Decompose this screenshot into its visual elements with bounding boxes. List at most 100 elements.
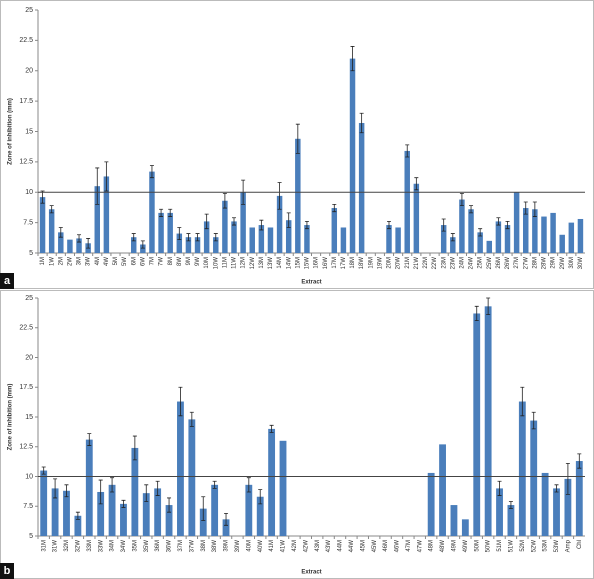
bar bbox=[541, 472, 549, 536]
bar bbox=[94, 186, 100, 253]
x-tick-label: 43M bbox=[315, 540, 321, 552]
error-bar bbox=[49, 205, 54, 214]
x-tick-label: 15W bbox=[305, 257, 311, 270]
x-tick-label: 51M bbox=[497, 540, 503, 552]
y-tick-label: 10 bbox=[25, 189, 33, 196]
x-tick-label: 49M bbox=[452, 540, 458, 552]
bar bbox=[279, 440, 287, 536]
y-tick-label: 22.5 bbox=[19, 325, 33, 332]
error-bar bbox=[41, 466, 46, 475]
panel-label-box bbox=[0, 563, 14, 579]
x-tick-label: 30M bbox=[569, 257, 575, 269]
x-tick-label: 23M bbox=[441, 257, 447, 269]
x-tick-label: 18M bbox=[350, 257, 356, 269]
x-tick-label: 35M bbox=[132, 540, 138, 552]
error-bar bbox=[64, 484, 69, 498]
y-tick-label: 22.5 bbox=[19, 37, 33, 44]
panel-label: b bbox=[4, 565, 11, 577]
y-tick-label: 15 bbox=[25, 414, 33, 421]
y-axis-title: Zone of inhibition (mm) bbox=[8, 384, 14, 451]
y-tick-label: 25 bbox=[25, 7, 33, 14]
error-bar bbox=[450, 233, 455, 242]
bar bbox=[468, 209, 474, 253]
error-bar bbox=[531, 411, 536, 430]
error-bar bbox=[474, 305, 479, 322]
error-bar bbox=[86, 238, 91, 249]
x-tick-label: 29W bbox=[560, 257, 566, 270]
x-tick-label: 36M bbox=[155, 540, 161, 552]
x-tick-label: 21M bbox=[405, 257, 411, 269]
bar bbox=[176, 233, 183, 253]
error-bar bbox=[53, 478, 58, 499]
x-tick-label: 10M bbox=[204, 257, 210, 269]
y-tick-label: 20 bbox=[25, 68, 33, 75]
bar bbox=[395, 227, 401, 253]
bar bbox=[167, 212, 173, 253]
x-tick-label: 22W bbox=[432, 257, 438, 270]
error-bar bbox=[332, 204, 337, 213]
bar bbox=[231, 221, 237, 253]
error-bar bbox=[350, 46, 355, 72]
bar bbox=[140, 244, 146, 253]
error-bar bbox=[486, 297, 491, 316]
bar bbox=[267, 227, 274, 253]
bar bbox=[39, 197, 46, 253]
bar bbox=[154, 488, 162, 536]
bar bbox=[459, 199, 465, 253]
error-bar bbox=[523, 201, 528, 215]
x-tick-label: 42M bbox=[292, 540, 298, 552]
error-bar bbox=[87, 433, 92, 446]
x-tick-label: 17W bbox=[341, 257, 347, 270]
error-bar bbox=[459, 193, 464, 207]
x-tick-label: 52M bbox=[520, 540, 526, 552]
error-bar bbox=[258, 489, 263, 505]
x-tick-label: 37W bbox=[189, 540, 195, 553]
error-bar bbox=[497, 480, 502, 496]
bar bbox=[203, 221, 210, 253]
x-tick-label: 24M bbox=[460, 257, 466, 269]
error-bar bbox=[520, 386, 525, 417]
bar bbox=[340, 227, 347, 253]
bar bbox=[532, 209, 538, 253]
x-tick-label: 45W bbox=[372, 540, 378, 553]
x-tick-label: 39M bbox=[224, 540, 230, 552]
x-tick-label: 15M bbox=[295, 257, 301, 269]
x-tick-label: 21W bbox=[414, 257, 420, 270]
x-tick-label: 32M bbox=[64, 540, 70, 552]
error-bar bbox=[295, 123, 300, 154]
error-bar bbox=[496, 217, 501, 226]
bar bbox=[142, 493, 150, 536]
error-bar bbox=[177, 227, 182, 241]
x-tick-label: 47W bbox=[417, 540, 423, 553]
bar bbox=[48, 209, 55, 253]
bar bbox=[523, 208, 529, 253]
x-tick-label: 37M bbox=[178, 540, 184, 552]
x-tick-label: 20W bbox=[396, 257, 402, 270]
error-bar bbox=[359, 112, 364, 134]
error-bar bbox=[149, 165, 154, 179]
x-tick-label: 39W bbox=[235, 540, 241, 553]
error-bar bbox=[144, 484, 149, 502]
x-tick-label: 1W bbox=[49, 257, 55, 266]
error-bar bbox=[131, 233, 136, 242]
x-tick-label: 6W bbox=[140, 257, 146, 266]
x-tick-label: 8W bbox=[177, 257, 183, 266]
y-tick-label: 7.5 bbox=[23, 503, 33, 510]
error-bar bbox=[104, 161, 109, 192]
error-bar bbox=[159, 208, 164, 217]
x-tick-label: 46M bbox=[383, 540, 389, 552]
bar bbox=[285, 220, 292, 253]
error-bar bbox=[565, 463, 570, 495]
x-tick-label: 12W bbox=[250, 257, 256, 270]
x-tick-label: 34M bbox=[110, 540, 116, 552]
x-tick-label: 7W bbox=[159, 257, 165, 266]
error-bar bbox=[189, 411, 194, 427]
x-tick-label: 29M bbox=[551, 257, 557, 269]
error-bar bbox=[505, 221, 510, 230]
bar bbox=[496, 488, 503, 536]
error-bar bbox=[75, 511, 80, 520]
bar bbox=[213, 237, 219, 253]
x-tick-label: 20M bbox=[387, 257, 393, 269]
x-tick-label: 16W bbox=[323, 257, 329, 270]
bar bbox=[461, 519, 469, 536]
